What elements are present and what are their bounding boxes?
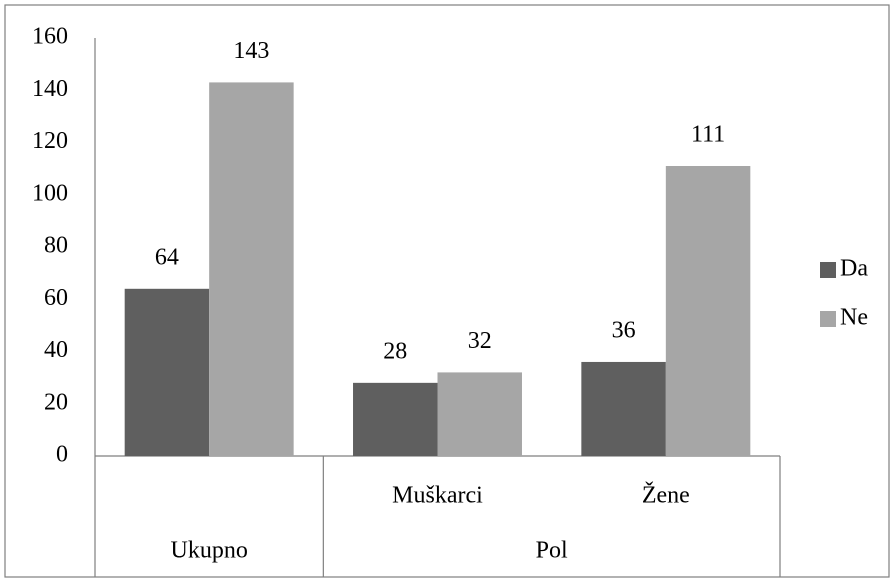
data-label: 143: [233, 38, 269, 64]
y-tick-label: 80: [44, 233, 68, 259]
legend-label: Da: [840, 256, 868, 282]
y-tick-label: 120: [32, 128, 68, 154]
y-tick-label: 0: [56, 442, 68, 468]
y-tick-label: 40: [44, 337, 68, 363]
legend-swatch: [820, 311, 836, 327]
y-tick-label: 140: [32, 76, 68, 102]
bar: [581, 361, 666, 456]
bar: [209, 82, 294, 456]
y-tick-label: 100: [32, 180, 68, 206]
x-tick-label: Žene: [642, 483, 690, 509]
bar: [665, 166, 751, 456]
legend-label: Ne: [840, 305, 868, 331]
y-tick-label: 60: [44, 285, 68, 311]
data-label: 32: [468, 328, 492, 354]
y-tick-label: 20: [44, 389, 68, 415]
data-label: 111: [691, 122, 725, 148]
group-label: Pol: [536, 538, 568, 564]
legend-swatch: [820, 262, 836, 278]
data-label: 64: [155, 244, 179, 270]
y-tick-label: 160: [32, 24, 68, 50]
bar: [353, 382, 438, 456]
data-label: 28: [383, 338, 407, 364]
group-label: Ukupno: [170, 538, 247, 564]
bar: [124, 288, 210, 456]
bar: [437, 372, 522, 456]
x-tick-label: Muškarci: [392, 483, 483, 509]
data-label: 36: [612, 317, 636, 343]
